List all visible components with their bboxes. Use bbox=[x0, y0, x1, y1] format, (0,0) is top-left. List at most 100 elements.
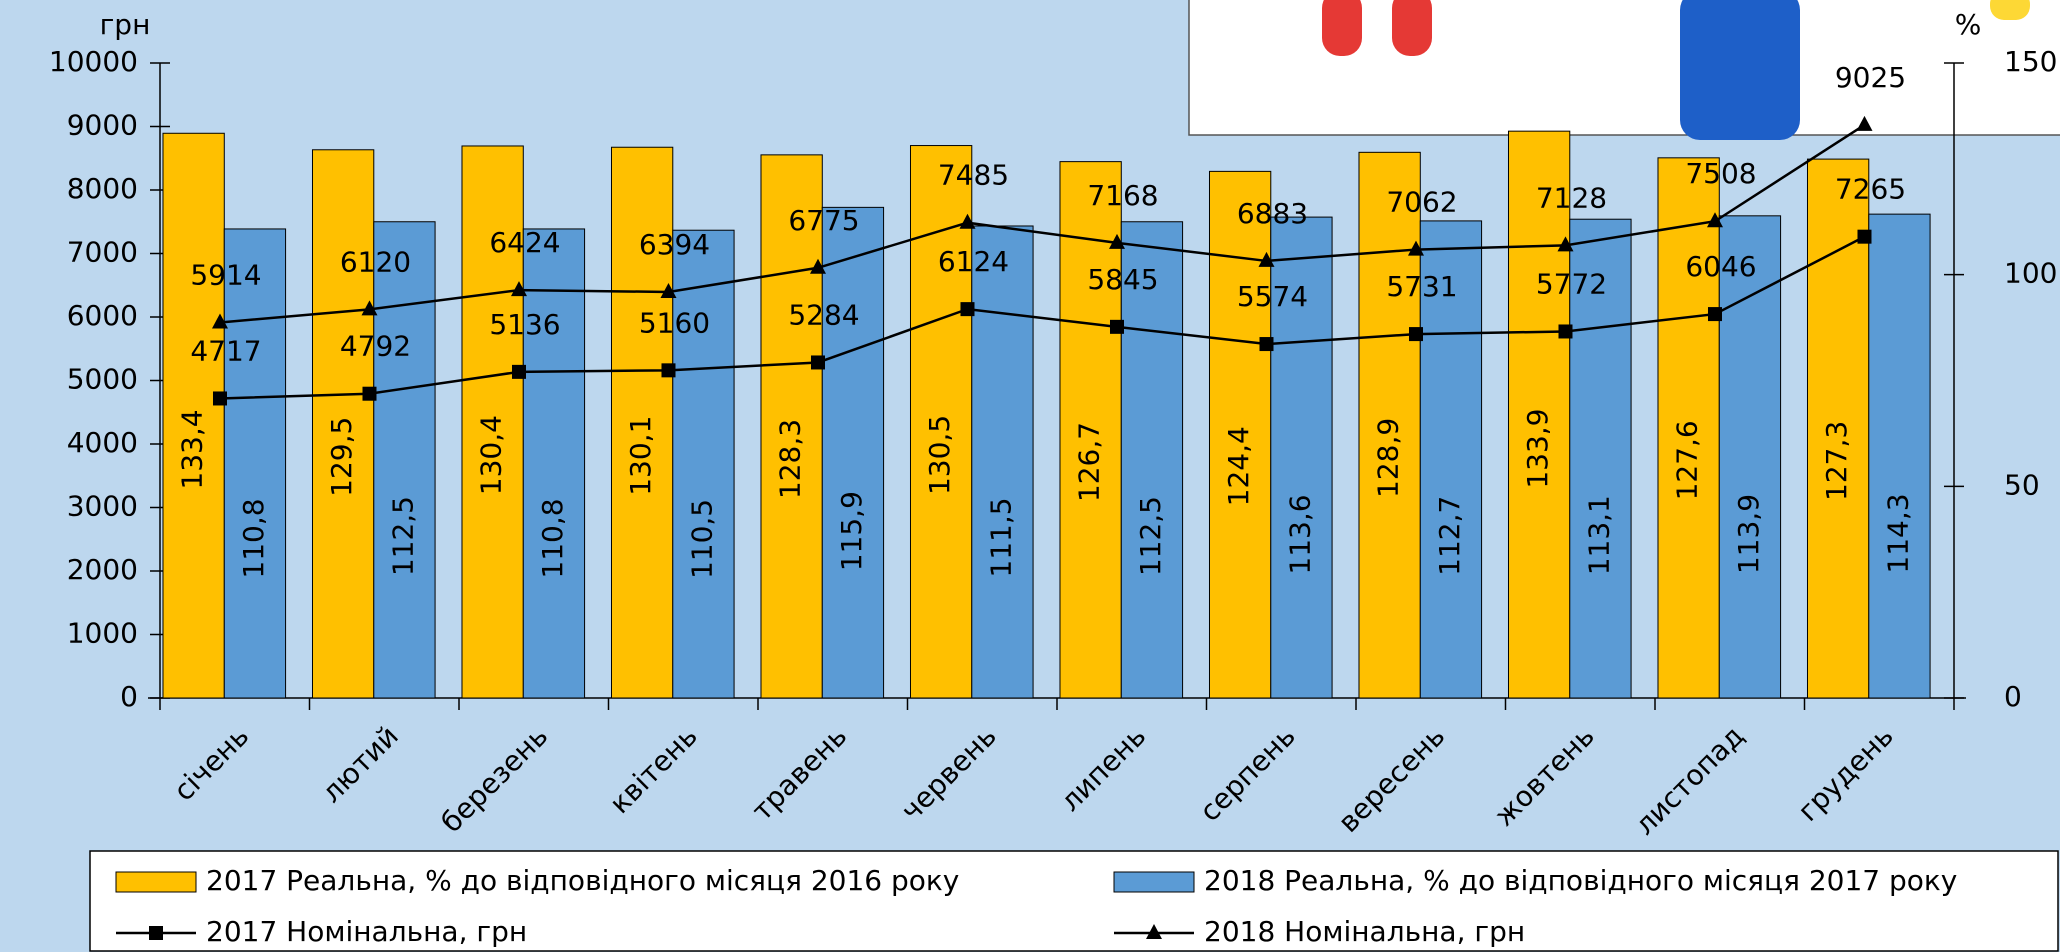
chart: грн % 0100020003000400050006000700080009… bbox=[0, 0, 2060, 952]
y-tick-label: 7000 bbox=[67, 236, 138, 269]
line-value-label: 5136 bbox=[489, 308, 560, 341]
bar-value-label: 112,7 bbox=[1433, 496, 1466, 576]
bar-value-label: 124,4 bbox=[1222, 426, 1255, 506]
line-value-label: 6120 bbox=[340, 245, 411, 278]
line-value-label: 6124 bbox=[938, 245, 1009, 278]
line-value-label: 7062 bbox=[1386, 186, 1457, 219]
line-marker bbox=[1857, 230, 1871, 244]
line-value-label: 5160 bbox=[639, 306, 710, 339]
line-value-label: 6046 bbox=[1685, 250, 1756, 283]
bar bbox=[822, 207, 883, 698]
x-tick-label: квітень bbox=[603, 719, 704, 820]
bar-value-label: 113,6 bbox=[1283, 494, 1316, 574]
line-value-label: 5772 bbox=[1536, 267, 1607, 300]
x-tick-label: грудень bbox=[1791, 719, 1900, 828]
line-value-label: 5731 bbox=[1386, 270, 1457, 303]
bar bbox=[224, 229, 285, 698]
line-marker bbox=[1558, 324, 1572, 338]
bar-value-label: 115,9 bbox=[835, 491, 868, 571]
bar-value-label: 128,3 bbox=[774, 419, 807, 499]
line-value-label: 5914 bbox=[190, 258, 261, 291]
bar bbox=[1719, 216, 1780, 698]
line-marker bbox=[1708, 307, 1722, 321]
bar-value-label: 111,5 bbox=[984, 497, 1017, 577]
x-tick-label: липень bbox=[1054, 719, 1153, 818]
line-value-label: 5845 bbox=[1087, 263, 1158, 296]
bar-value-label: 130,1 bbox=[624, 416, 657, 496]
bar-value-label: 127,6 bbox=[1671, 420, 1704, 500]
bar-value-label: 130,5 bbox=[923, 415, 956, 495]
line-marker bbox=[512, 365, 526, 379]
bar-value-label: 110,8 bbox=[237, 498, 270, 578]
bar-value-label: 112,5 bbox=[386, 496, 419, 576]
bar-value-label: 114,3 bbox=[1881, 493, 1914, 573]
line-value-label: 7265 bbox=[1835, 173, 1906, 206]
legend-label: 2018 Номінальна, грн bbox=[1204, 915, 1525, 948]
line-marker bbox=[1110, 320, 1124, 334]
x-tick-label: листопад bbox=[1628, 719, 1750, 841]
x-tick-label: січень bbox=[167, 719, 255, 807]
y-tick-label: 4000 bbox=[67, 426, 138, 459]
y-tick-label: 0 bbox=[120, 680, 138, 713]
line-value-label: 7168 bbox=[1087, 179, 1158, 212]
line-marker bbox=[661, 363, 675, 377]
line-value-label: 4792 bbox=[340, 330, 411, 363]
bar-value-label: 112,5 bbox=[1134, 496, 1167, 576]
bar-value-label: 130,4 bbox=[475, 415, 508, 495]
bar-value-label: 110,8 bbox=[536, 498, 569, 578]
legend-label: 2017 Номінальна, грн bbox=[206, 915, 527, 948]
photo bbox=[1189, 0, 2060, 140]
line-marker bbox=[213, 391, 227, 405]
y2-tick-label: 150 bbox=[2004, 45, 2057, 78]
line-marker bbox=[960, 302, 974, 316]
bar bbox=[374, 222, 435, 698]
bar-value-label: 133,4 bbox=[176, 409, 209, 489]
x-tick-label: жовтень bbox=[1488, 719, 1601, 832]
bar bbox=[523, 229, 584, 698]
bar-value-label: 126,7 bbox=[1073, 422, 1106, 502]
y2-tick-label: 100 bbox=[2004, 257, 2057, 290]
y-tick-label: 8000 bbox=[67, 172, 138, 205]
line-value-label: 7508 bbox=[1685, 157, 1756, 190]
line-value-label: 9025 bbox=[1835, 61, 1906, 94]
bar-value-label: 128,9 bbox=[1372, 418, 1405, 498]
bar-value-label: 133,9 bbox=[1521, 409, 1554, 489]
legend-marker bbox=[149, 926, 163, 940]
line-value-label: 4717 bbox=[190, 334, 261, 367]
line-marker bbox=[811, 355, 825, 369]
line-value-label: 6424 bbox=[489, 226, 560, 259]
x-tick-label: березень bbox=[435, 719, 555, 839]
line-value-label: 6775 bbox=[788, 204, 859, 237]
x-tick-label: лютий bbox=[315, 719, 405, 809]
line-marker bbox=[1259, 337, 1273, 351]
y-tick-label: 1000 bbox=[67, 617, 138, 650]
line-marker bbox=[362, 387, 376, 401]
legend-label: 2018 Реальна, % до відповідного місяця 2… bbox=[1204, 864, 1957, 897]
bar bbox=[673, 230, 734, 698]
y-tick-label: 3000 bbox=[67, 490, 138, 523]
bar bbox=[972, 226, 1033, 698]
legend-swatch bbox=[116, 872, 196, 892]
bar-value-label: 113,1 bbox=[1582, 495, 1615, 575]
x-tick-label: вересень bbox=[1332, 719, 1452, 839]
bar-value-label: 110,5 bbox=[685, 499, 718, 579]
y-tick-label: 9000 bbox=[67, 109, 138, 142]
bar bbox=[1869, 214, 1930, 698]
bar-value-label: 127,3 bbox=[1820, 421, 1853, 501]
line-marker bbox=[1409, 327, 1423, 341]
y2-tick-label: 50 bbox=[2004, 468, 2040, 501]
x-tick-label: червень bbox=[895, 719, 1003, 827]
y2-tick-label: 0 bbox=[2004, 680, 2022, 713]
y-tick-label: 10000 bbox=[49, 45, 138, 78]
y2-axis-label: % bbox=[1955, 8, 1982, 41]
line-value-label: 6883 bbox=[1237, 197, 1308, 230]
x-tick-label: серпень bbox=[1193, 719, 1302, 828]
line-value-label: 7128 bbox=[1536, 181, 1607, 214]
line-value-label: 5574 bbox=[1237, 280, 1308, 313]
y-tick-label: 6000 bbox=[67, 299, 138, 332]
legend-label: 2017 Реальна, % до відповідного місяця 2… bbox=[206, 864, 959, 897]
line-value-label: 6394 bbox=[639, 228, 710, 261]
y-axis-label: грн bbox=[100, 8, 151, 41]
x-tick-label: травень bbox=[745, 719, 853, 827]
bar-value-label: 129,5 bbox=[325, 417, 358, 497]
